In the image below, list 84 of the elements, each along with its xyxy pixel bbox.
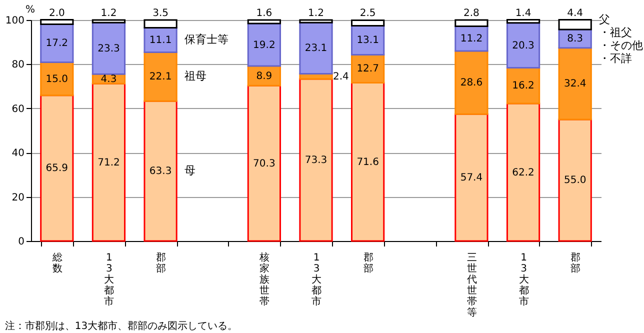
data-label: 2.4 xyxy=(333,71,349,82)
data-label: 17.2 xyxy=(46,38,68,50)
data-label: 8.9 xyxy=(256,70,272,82)
series-label: 母 xyxy=(184,164,196,178)
data-label: 32.4 xyxy=(564,78,586,90)
y-tick-label: 100 xyxy=(5,16,24,26)
bar xyxy=(92,19,126,24)
bar xyxy=(454,113,488,242)
data-label: 71.2 xyxy=(98,157,120,168)
data-label: 12.7 xyxy=(356,64,379,75)
bar xyxy=(247,84,281,242)
bar xyxy=(40,19,74,25)
data-label: 13.1 xyxy=(356,35,379,46)
x-tick-label: 13大都市 xyxy=(518,252,529,308)
data-label: 2.8 xyxy=(464,8,480,19)
data-label: 8.3 xyxy=(567,34,584,45)
bar xyxy=(506,22,540,68)
bar xyxy=(144,52,178,102)
bar xyxy=(351,82,385,242)
x-tick-label: 三世代世帯等 xyxy=(466,252,477,318)
bar xyxy=(247,22,281,67)
x-tick-label: 総数 xyxy=(51,252,62,274)
data-label: 71.6 xyxy=(356,156,379,168)
data-label: 70.3 xyxy=(253,158,276,170)
bar xyxy=(144,19,178,28)
bar xyxy=(506,19,540,24)
bar xyxy=(506,66,540,104)
bar xyxy=(40,23,74,63)
bar xyxy=(558,19,592,30)
bar xyxy=(92,82,126,242)
bar xyxy=(351,19,385,26)
data-label: 62.2 xyxy=(512,167,534,178)
bar xyxy=(299,22,333,74)
data-label: 15.0 xyxy=(46,74,68,85)
bar xyxy=(558,118,592,242)
data-label: 20.3 xyxy=(512,40,534,52)
y-tick-label: 40 xyxy=(12,148,24,160)
bar xyxy=(299,78,333,242)
data-label: 73.3 xyxy=(304,155,328,166)
data-label: 11.2 xyxy=(460,34,483,45)
data-label: 3.5 xyxy=(152,8,168,19)
bar xyxy=(454,50,488,115)
data-label: 2.0 xyxy=(48,8,65,19)
data-label: 23.1 xyxy=(304,43,328,54)
data-label: 1.4 xyxy=(515,8,532,19)
y-tick-label: 20 xyxy=(12,192,24,204)
data-label: 57.4 xyxy=(460,172,483,184)
series-label: 保育士等 xyxy=(184,33,229,46)
y-tick-label: 80 xyxy=(12,60,24,71)
y-tick-label: 0 xyxy=(18,236,24,248)
data-label: 4.3 xyxy=(100,74,117,85)
x-tick-label: 13大都市 xyxy=(312,252,322,308)
bar xyxy=(247,19,281,24)
x-tick-label: 郡部 xyxy=(363,252,374,274)
x-tick-label: 13大都市 xyxy=(104,252,114,308)
bar xyxy=(92,22,126,75)
y-axis-title: % xyxy=(26,4,36,16)
data-label: 1.6 xyxy=(256,8,272,19)
y-tick-label: 60 xyxy=(12,104,24,115)
bar xyxy=(299,19,333,24)
data-label: 16.2 xyxy=(512,80,534,92)
data-label: 22.1 xyxy=(149,72,172,83)
x-tick-label: 郡部 xyxy=(570,252,581,274)
bar xyxy=(144,100,178,242)
data-label: 19.2 xyxy=(253,40,276,51)
series-label: 祖母 xyxy=(184,70,207,83)
bar xyxy=(506,102,540,242)
x-tick-label: 郡部 xyxy=(156,252,166,274)
series-label: 父・祖父・その他・不詳 xyxy=(599,12,644,65)
data-label: 28.6 xyxy=(460,78,483,89)
data-label: 23.3 xyxy=(98,43,120,54)
data-label: 1.2 xyxy=(100,8,117,19)
data-label: 55.0 xyxy=(564,175,586,186)
bar xyxy=(454,19,488,27)
x-tick-label: 核家族世帯 xyxy=(258,252,270,308)
data-label: 63.3 xyxy=(149,166,172,178)
bar xyxy=(558,47,592,120)
data-label: 4.4 xyxy=(567,8,584,19)
data-label: 11.1 xyxy=(149,35,172,46)
data-label: 2.5 xyxy=(360,8,376,20)
bar xyxy=(40,94,74,242)
text: 注：市郡別は、13大都市、郡部のみ図示している。 xyxy=(4,320,238,332)
data-label: 1.2 xyxy=(308,8,324,19)
data-label: 65.9 xyxy=(46,163,68,174)
